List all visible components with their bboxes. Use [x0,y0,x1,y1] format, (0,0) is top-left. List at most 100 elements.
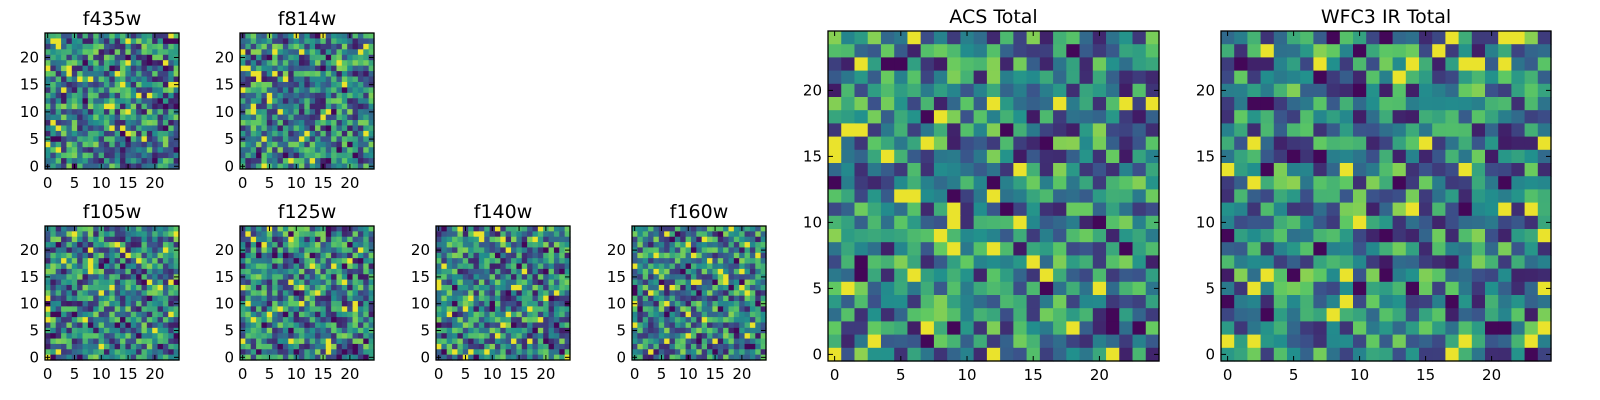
heatmap-cell [854,57,869,72]
heatmap-cell [256,333,263,340]
heatmap-cell [336,125,343,132]
heatmap-cell [82,349,89,356]
heatmap-cell [66,306,73,313]
heatmap-cell [1445,83,1460,98]
heatmap-cell [245,136,252,143]
heatmap-cell [298,290,305,297]
heatmap-cell [82,125,89,132]
heatmap-cell [162,152,169,159]
heatmap-cell [841,268,856,283]
heatmap-cell [452,306,459,313]
heatmap-cell [77,242,84,249]
heatmap-cell [484,252,491,259]
heatmap-cell [1234,163,1248,177]
heatmap-cell [494,231,501,238]
heatmap-cell [103,268,110,275]
heatmap-cell [828,347,842,362]
heatmap-cell [341,231,348,238]
heatmap-cell [755,290,762,297]
heatmap-cell [1092,281,1107,296]
heatmap-cell [55,268,62,275]
heatmap-cell [103,152,110,159]
heatmap-cell [363,103,370,110]
heatmap-cell [261,38,268,45]
heatmap-cell [717,290,724,297]
x-tick-label: 15 [1024,366,1043,384]
heatmap-cell [559,290,566,297]
heatmap-cell [347,284,354,291]
heatmap-cell [347,231,354,238]
heatmap-cell [347,252,354,259]
heatmap-cell [986,83,1001,98]
heatmap-cell [933,242,948,256]
heatmap-cell [325,226,332,232]
heatmap-cell [141,333,148,340]
heatmap-cell [66,317,73,324]
heatmap-cell [1392,202,1407,217]
heatmap-cell [71,49,78,56]
heatmap-cell [642,354,649,361]
heatmap-cell [701,258,708,265]
heatmap-cell [1066,31,1081,45]
heatmap-cell [1339,44,1354,58]
heatmap-cell [114,60,121,67]
heatmap-cell [521,290,528,297]
heatmap-cell [309,290,316,297]
heatmap-cell [282,65,289,72]
heatmap-cell [77,163,84,170]
heatmap-cell [1498,57,1512,72]
heatmap-cell [484,333,491,340]
heatmap-cell [505,236,512,243]
heatmap-cell [701,263,708,270]
heatmap-cell [744,242,751,249]
heatmap-cell [125,295,132,302]
heatmap-cell [1260,202,1275,217]
heatmap-cell [331,301,338,307]
heatmap-cell [500,231,507,238]
heatmap-cell [441,317,448,324]
heatmap-cell [250,125,257,132]
heatmap-cell [880,123,895,138]
heatmap-cell [162,322,169,329]
heatmap-cell [245,87,252,94]
heatmap-cell [146,242,153,249]
heatmap-cell [973,136,988,151]
heatmap-cell [261,92,268,99]
heatmap-cell [245,327,252,334]
heatmap-cell [828,110,842,124]
heatmap-cell [1326,229,1341,243]
heatmap-cell [1260,83,1275,98]
heatmap-cell [648,354,655,361]
heatmap-cell [1366,110,1380,124]
heatmap-cell [309,252,316,259]
heatmap-cell [728,236,735,243]
heatmap-cell [543,311,550,318]
heatmap-cell [320,103,327,110]
heatmap-cell [55,279,62,286]
heatmap-cell [130,103,137,110]
heatmap-cell [277,258,284,265]
heatmap-cell [642,274,649,281]
heatmap-cell [685,258,692,265]
heatmap-cell [352,130,359,137]
heatmap-cell [452,231,459,238]
heatmap-cell [146,109,153,116]
heatmap-cell [363,247,370,254]
heatmap-cell [1471,202,1486,217]
heatmap-cell [250,141,257,148]
heatmap-cell [152,54,159,61]
heatmap-cell [157,163,164,170]
heatmap-cell [352,38,359,45]
heatmap-cell [320,38,327,45]
heatmap-cell [462,290,469,297]
heatmap-cell [341,92,348,99]
heatmap-cell [478,354,485,361]
heatmap-cell [162,125,169,132]
heatmap-cell [298,274,305,281]
heatmap-cell [363,295,370,302]
heatmap-cell [1326,136,1341,151]
heatmap-cell [1326,31,1341,45]
heatmap-cell [723,349,730,356]
heatmap-cells [45,226,180,361]
